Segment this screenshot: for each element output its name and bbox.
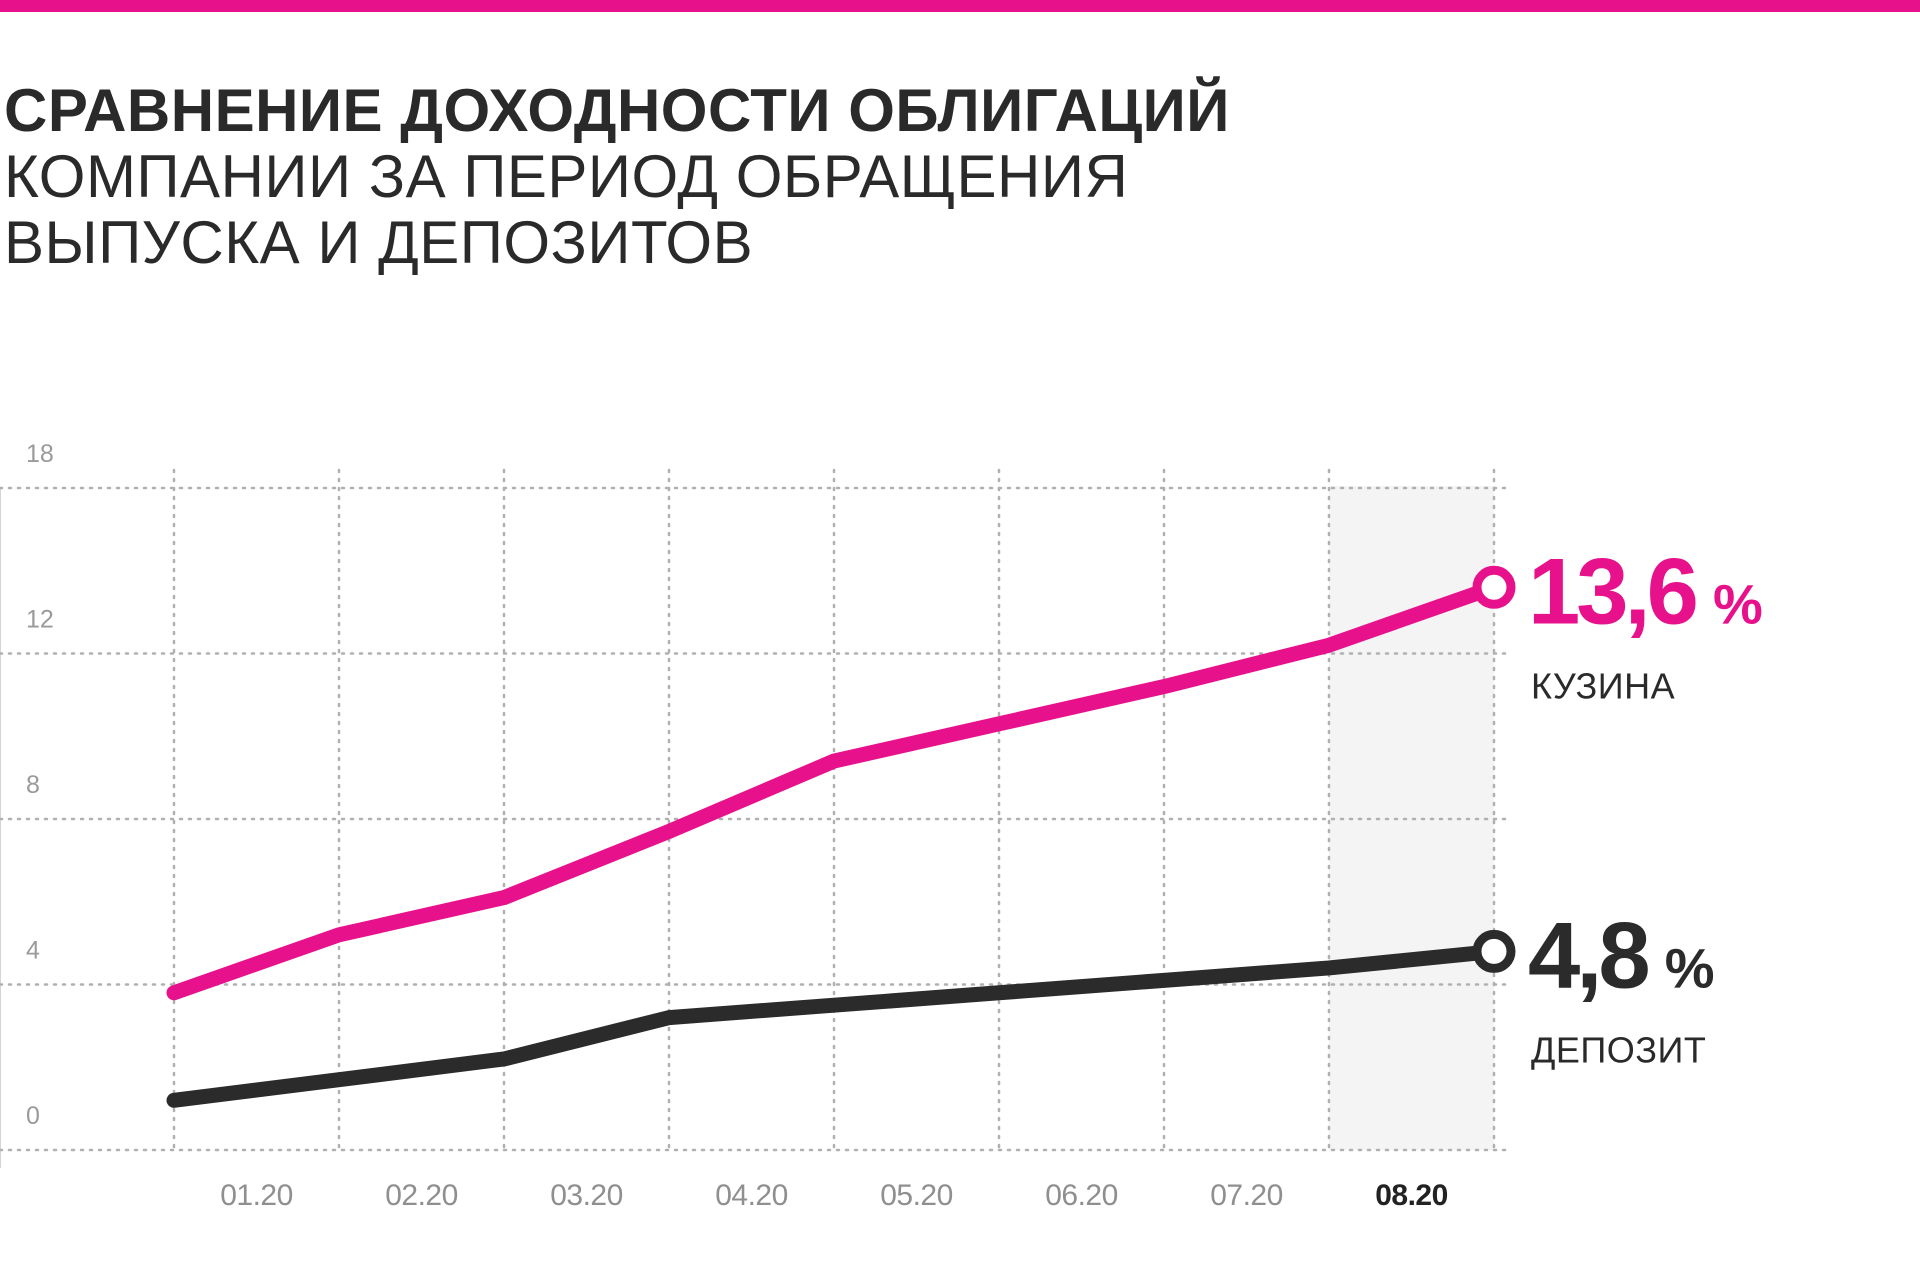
y-tick-label: 4 [26, 937, 40, 965]
end-value-bond: 13,6 [1528, 538, 1696, 643]
title-line-3: ВЫПУСКА И ДЕПОЗИТОВ [4, 209, 754, 276]
x-tick-label: 01.20 [220, 1179, 293, 1212]
series-endpoint-deposit [1472, 929, 1516, 973]
chart-title: СРАВНЕНИЕ ДОХОДНОСТИ ОБЛИГАЦИЙ КОМПАНИИ … [4, 78, 1230, 276]
end-labels-layer: 13,6 % КУЗИНА 4,8 % ДЕПОЗИТ [1528, 538, 1763, 1070]
y-tick-label: 12 [26, 606, 54, 634]
x-axis: 01.20 02.20 03.20 04.20 05.20 06.20 07.20 08.20 [220, 1179, 1448, 1212]
x-tick-label: 03.20 [550, 1179, 623, 1212]
end-unit-bond: % [1713, 572, 1763, 635]
series-endpoint-bond [1472, 565, 1516, 609]
y-tick-label: 8 [26, 771, 40, 799]
series-line-bond [166, 579, 1502, 1001]
x-tick-label: 05.20 [880, 1179, 953, 1212]
x-tick-label: 04.20 [715, 1179, 788, 1212]
end-unit-deposit: % [1665, 936, 1715, 999]
series-name-deposit: ДЕПОЗИТ [1531, 1029, 1706, 1070]
series-layer [166, 565, 1516, 1108]
y-tick-label: 18 [26, 440, 54, 468]
grid-layer [0, 468, 1512, 1168]
series-line-deposit [166, 943, 1502, 1108]
x-tick-label: 06.20 [1045, 1179, 1118, 1212]
y-tick-label: 0 [26, 1102, 40, 1130]
y-axis: 0 4 8 12 18 [26, 440, 54, 1130]
title-line-2: КОМПАНИИ ЗА ПЕРИОД ОБРАЩЕНИЯ [4, 143, 1129, 210]
x-tick-label: 07.20 [1210, 1179, 1283, 1212]
title-line-1: СРАВНЕНИЕ ДОХОДНОСТИ ОБЛИГАЦИЙ [4, 77, 1230, 144]
end-value-deposit: 4,8 [1528, 902, 1648, 1007]
x-tick-label: 08.20 [1375, 1179, 1448, 1212]
x-tick-label: 02.20 [385, 1179, 458, 1212]
top-accent-bar [0, 0, 1920, 12]
series-name-bond: КУЗИНА [1531, 665, 1675, 706]
